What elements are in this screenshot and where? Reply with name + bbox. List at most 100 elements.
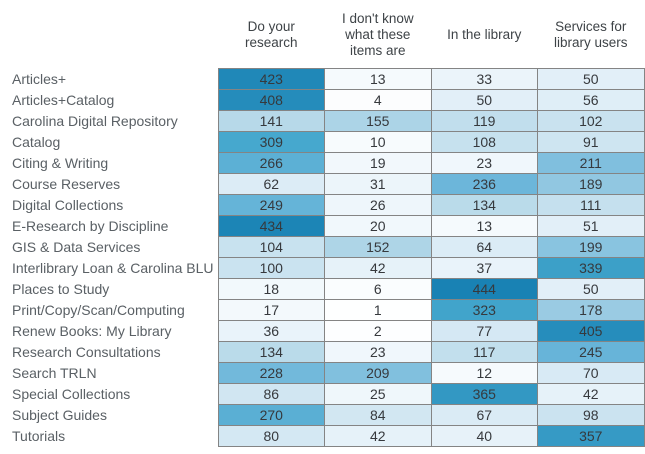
heatmap-cell: 189 [537, 173, 645, 195]
row-label: Catalog [0, 131, 219, 153]
row-label: Citing & Writing [0, 152, 219, 174]
row-label: Places to Study [0, 278, 219, 300]
heatmap-cell: 19 [324, 152, 432, 174]
heatmap-cell: 64 [430, 236, 539, 258]
heatmap-cell: 141 [217, 110, 326, 132]
table-row: Carolina Digital Repository 141 155 119 102 [0, 110, 645, 132]
table-row: Digital Collections 249 26 134 111 [0, 194, 645, 216]
heatmap-cell: 117 [430, 341, 539, 363]
heatmap-cell: 13 [430, 215, 539, 237]
heatmap-cell: 50 [537, 68, 645, 90]
heatmap-cell: 62 [217, 173, 326, 195]
row-label: Special Collections [0, 383, 219, 405]
table-row: Interlibrary Loan & Carolina BLU 100 42 37 3… [0, 257, 645, 279]
heatmap-cell: 119 [430, 110, 539, 132]
table-row: Citing & Writing 266 19 23 211 [0, 152, 645, 174]
header-row: Do your research I don't know what these … [0, 0, 645, 69]
heatmap-cell: 25 [324, 383, 432, 405]
column-header: Do your research [218, 0, 325, 69]
heatmap-cell: 36 [217, 320, 326, 342]
heatmap-cell: 405 [537, 320, 645, 342]
heatmap-cell: 108 [430, 131, 539, 153]
heatmap-cell: 357 [537, 425, 645, 447]
row-label: Renew Books: My Library [0, 320, 219, 342]
heatmap-cell: 111 [537, 194, 645, 216]
heatmap-cell: 211 [537, 152, 645, 174]
heatmap-cell: 42 [537, 383, 645, 405]
heatmap-cell: 236 [430, 173, 539, 195]
row-label: Interlibrary Loan & Carolina BLU [0, 257, 219, 279]
heatmap-cell: 444 [430, 278, 539, 300]
row-label: Tutorials [0, 425, 219, 447]
row-label: Carolina Digital Repository [0, 110, 219, 132]
table-row: Search TRLN 228 209 12 70 [0, 362, 645, 384]
heatmap-cell: 51 [537, 215, 645, 237]
heatmap-cell: 23 [324, 341, 432, 363]
table-row: Articles+ 423 13 33 50 [0, 68, 645, 90]
heatmap-cell: 20 [324, 215, 432, 237]
heatmap-cell: 100 [217, 257, 326, 279]
heatmap-cell: 134 [430, 194, 539, 216]
heatmap-cell: 37 [430, 257, 539, 279]
row-label: Digital Collections [0, 194, 219, 216]
heatmap-cell: 77 [430, 320, 539, 342]
heatmap-body: Articles+ 423 13 33 50 Articles+Catalog 408 4 50… [0, 68, 645, 447]
heatmap-cell: 408 [217, 89, 326, 111]
heatmap-cell: 209 [324, 362, 432, 384]
heatmap-cell: 13 [324, 68, 432, 90]
heatmap-cell: 270 [217, 404, 326, 426]
heatmap-cell: 309 [217, 131, 326, 153]
row-label: Search TRLN [0, 362, 219, 384]
column-header: I don't know what these items are [324, 0, 432, 69]
heatmap-cell: 10 [324, 131, 432, 153]
heatmap-cell: 434 [217, 215, 326, 237]
column-header: Services for library users [537, 0, 645, 69]
table-row: Research Consultations 134 23 117 245 [0, 341, 645, 363]
heatmap-cell: 152 [324, 236, 432, 258]
row-label: Print/Copy/Scan/Computing [0, 299, 219, 321]
row-label: Articles+ [0, 68, 219, 90]
table-row: Places to Study 18 6 444 50 [0, 278, 645, 300]
table-row: Renew Books: My Library 36 2 77 405 [0, 320, 645, 342]
heatmap-cell: 33 [430, 68, 539, 90]
heatmap-cell: 42 [324, 425, 432, 447]
column-header: In the library [431, 0, 538, 69]
heatmap-cell: 56 [537, 89, 645, 111]
table-row: E-Research by Discipline 434 20 13 51 [0, 215, 645, 237]
heatmap-cell: 67 [430, 404, 539, 426]
heatmap-cell: 18 [217, 278, 326, 300]
row-label: E-Research by Discipline [0, 215, 219, 237]
heatmap-cell: 134 [217, 341, 326, 363]
table-row: GIS & Data Services 104 152 64 199 [0, 236, 645, 258]
heatmap-cell: 423 [217, 68, 326, 90]
heatmap-cell: 23 [430, 152, 539, 174]
heatmap-cell: 155 [324, 110, 432, 132]
table-row: Course Reserves 62 31 236 189 [0, 173, 645, 195]
heatmap-cell: 178 [537, 299, 645, 321]
heatmap-cell: 4 [324, 89, 432, 111]
table-row: Special Collections 86 25 365 42 [0, 383, 645, 405]
heatmap-cell: 6 [324, 278, 432, 300]
heatmap-cell: 323 [430, 299, 539, 321]
row-label: Course Reserves [0, 173, 219, 195]
table-row: Tutorials 80 42 40 357 [0, 425, 645, 447]
heatmap-cell: 249 [217, 194, 326, 216]
row-label: Articles+Catalog [0, 89, 219, 111]
heatmap-cell: 2 [324, 320, 432, 342]
heatmap-cell: 339 [537, 257, 645, 279]
heatmap-cell: 102 [537, 110, 645, 132]
heatmap-cell: 17 [217, 299, 326, 321]
table-row: Subject Guides 270 84 67 98 [0, 404, 645, 426]
heatmap-cell: 266 [217, 152, 326, 174]
heatmap-cell: 50 [430, 89, 539, 111]
heatmap-cell: 84 [324, 404, 432, 426]
heatmap-cell: 42 [324, 257, 432, 279]
heatmap-cell: 31 [324, 173, 432, 195]
heatmap-cell: 40 [430, 425, 539, 447]
heatmap-cell: 1 [324, 299, 432, 321]
table-row: Catalog 309 10 108 91 [0, 131, 645, 153]
heatmap-cell: 50 [537, 278, 645, 300]
heatmap-cell: 228 [217, 362, 326, 384]
row-label: Research Consultations [0, 341, 219, 363]
